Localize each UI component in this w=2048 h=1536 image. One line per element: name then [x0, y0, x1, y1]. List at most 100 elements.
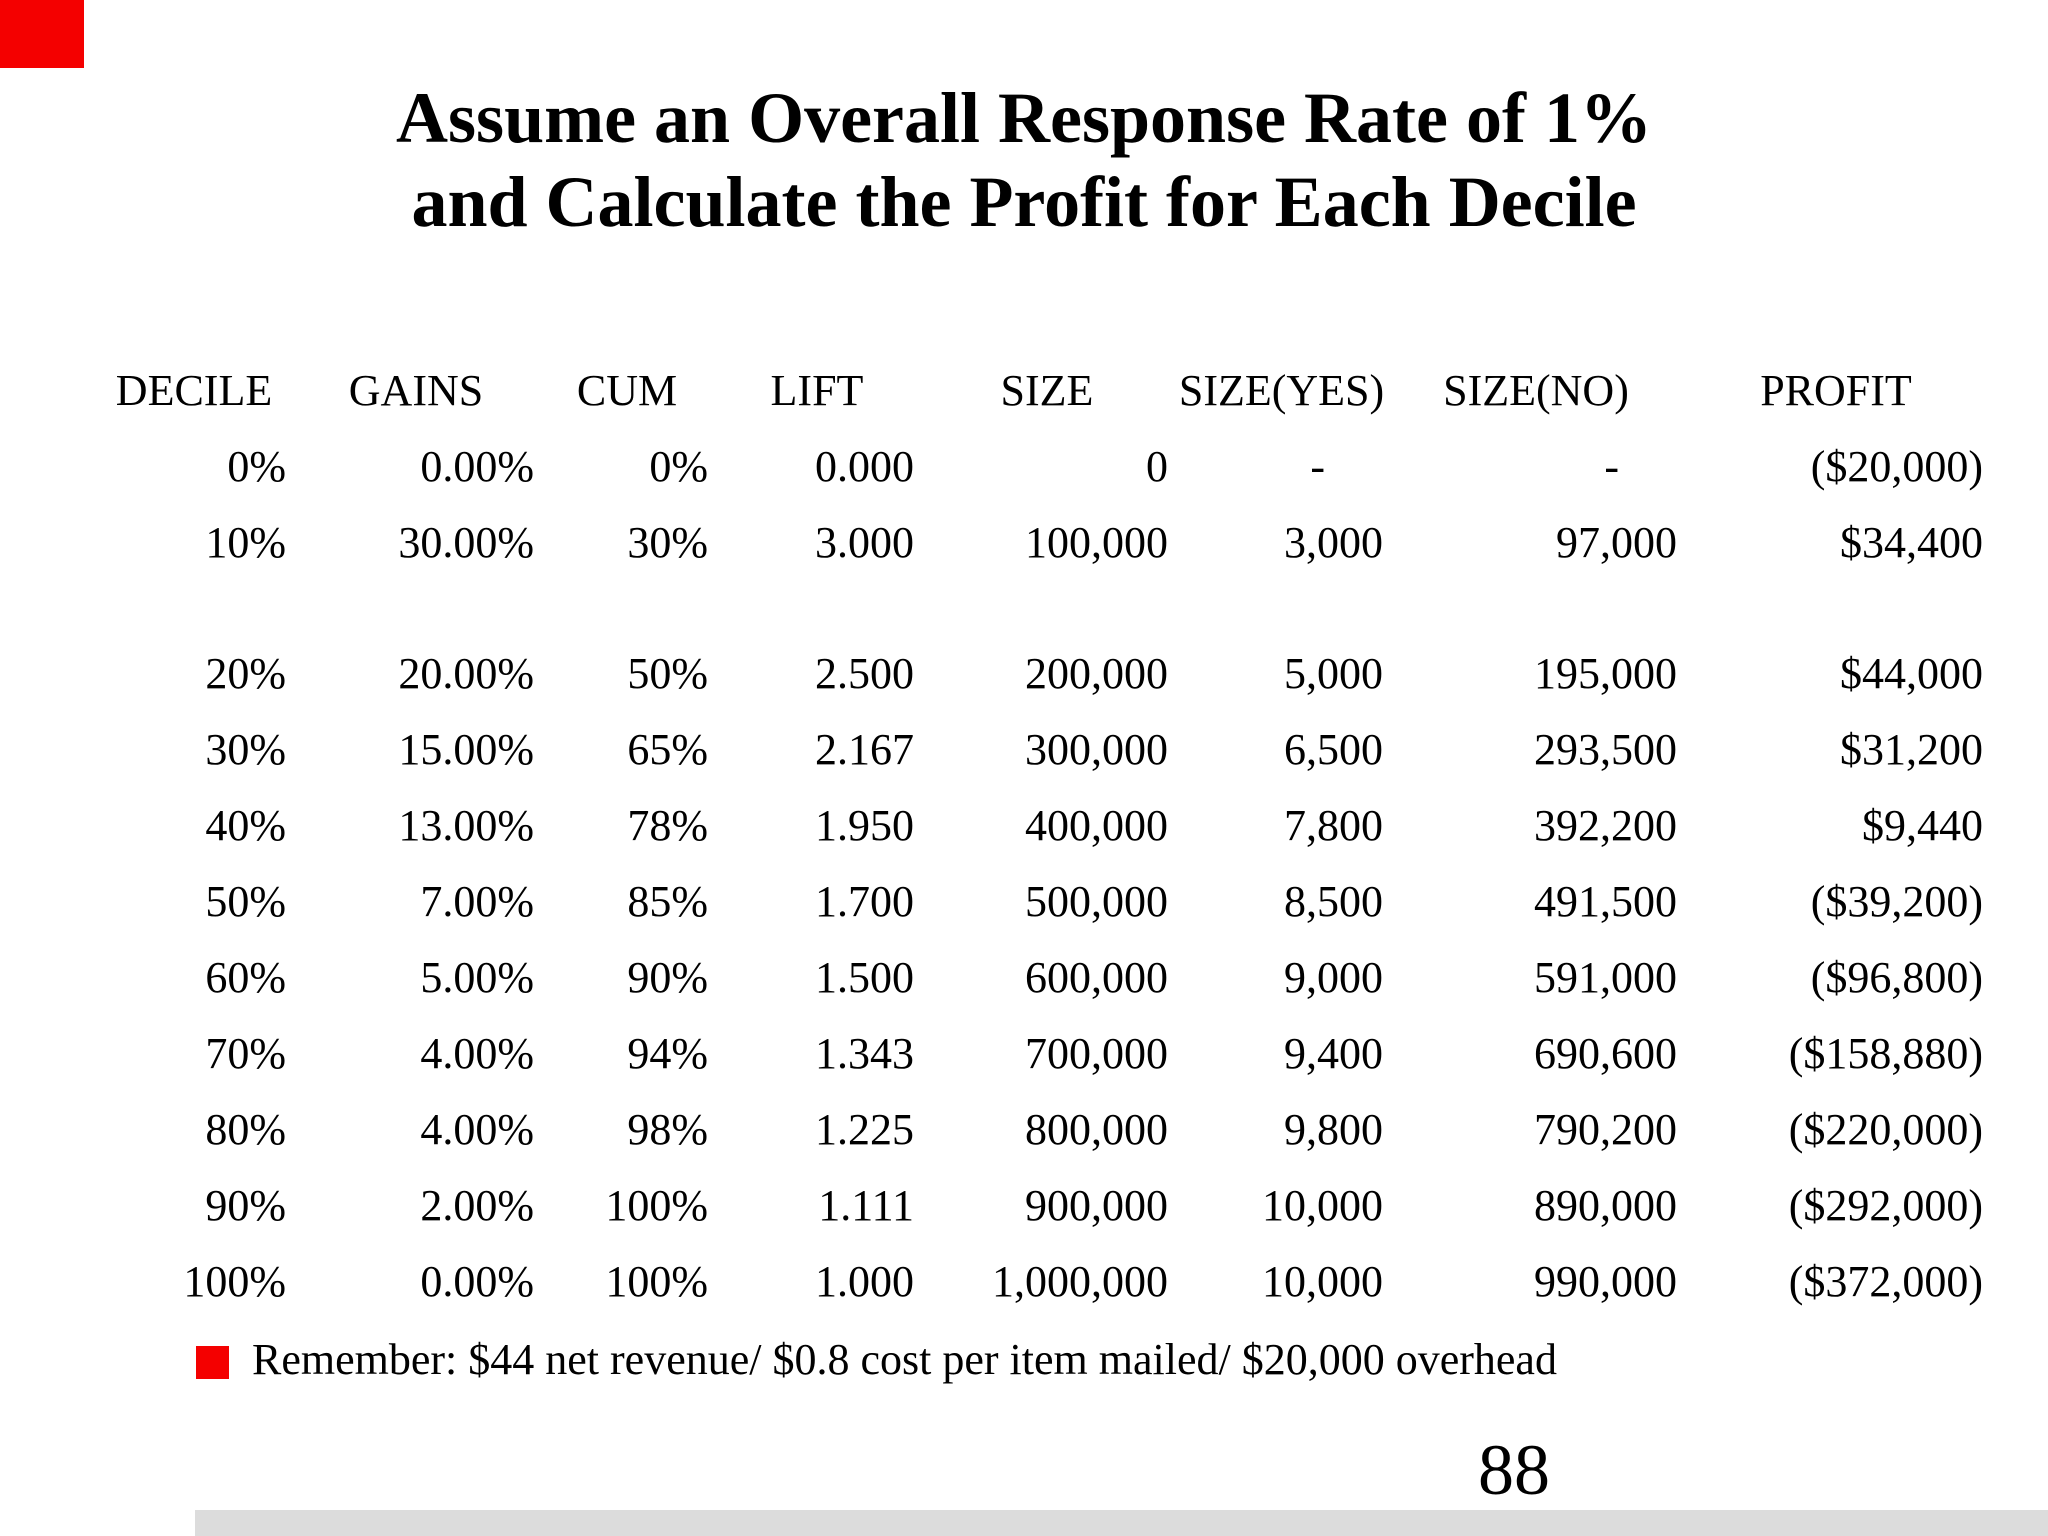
table-cell [920, 580, 1174, 635]
table-cell: 0.00% [420, 1256, 534, 1306]
table-cell [540, 580, 714, 635]
table-cell: 200,000 [1025, 648, 1168, 698]
table-row: 70% 4.00% 94% 1.343 700,000 9,400 690,600 ($158… [96, 1015, 1989, 1091]
footnote-text: Remember: $44 net revenue/ $0.8 cost per… [252, 1335, 1557, 1384]
spacer-row [96, 580, 1989, 635]
table-cell: 10,000 [1262, 1180, 1383, 1230]
table-row: 60% 5.00% 90% 1.500 600,000 9,000 591,000 ($96,… [96, 939, 1989, 1015]
slide-title-line1: Assume an Overall Response Rate of 1% [396, 78, 1652, 158]
table-cell: 90% [627, 952, 708, 1002]
table-cell [292, 580, 540, 635]
table-cell: 500,000 [1025, 876, 1168, 926]
table-cell: 3,000 [1284, 517, 1383, 567]
table-cell: 293,500 [1534, 724, 1677, 774]
table-cell: 600,000 [1025, 952, 1168, 1002]
table-row: 90% 2.00% 100% 1.111 900,000 10,000 890,000 ($2… [96, 1167, 1989, 1243]
table-cell: 0% [227, 441, 286, 491]
table-cell [714, 580, 920, 635]
table-cell: 790,200 [1534, 1104, 1677, 1154]
column-header: GAINS [348, 365, 484, 415]
table-cell: 100% [605, 1256, 708, 1306]
table-header-row: DECILE GAINS CUM LIFT SIZE SIZE(YES) SIZE(NO) P… [96, 352, 1989, 428]
table-cell: ($372,000) [1788, 1256, 1983, 1306]
table-cell: 1.950 [815, 800, 914, 850]
table-cell: 94% [627, 1028, 708, 1078]
table-cell: ($220,000) [1788, 1104, 1983, 1154]
slide-title: Assume an Overall Response Rate of 1% an… [0, 76, 2048, 244]
column-header: SIZE(YES) [1178, 365, 1385, 415]
table-cell: 50% [205, 876, 286, 926]
table-cell: 400,000 [1025, 800, 1168, 850]
table-cell: 700,000 [1025, 1028, 1168, 1078]
bottom-edge-bar [195, 1510, 2048, 1536]
table-cell [1389, 580, 1683, 635]
table-row: 40% 13.00% 78% 1.950 400,000 7,800 392,200 $9,4… [96, 787, 1989, 863]
table-cell: $34,400 [1840, 517, 1983, 567]
table-cell: 80% [205, 1104, 286, 1154]
table-cell: 13.00% [398, 800, 534, 850]
table-cell: 90% [205, 1180, 286, 1230]
table-cell: 1.111 [818, 1180, 914, 1230]
table-cell: 2.167 [815, 724, 914, 774]
table-cell: 5,000 [1284, 648, 1383, 698]
table-cell: 6,500 [1284, 724, 1383, 774]
table-cell: 7.00% [420, 876, 534, 926]
red-corner-mark [0, 0, 84, 68]
table-cell: 990,000 [1534, 1256, 1677, 1306]
table-row: 30% 15.00% 65% 2.167 300,000 6,500 293,500 $31,… [96, 711, 1989, 787]
table-cell: ($292,000) [1788, 1180, 1983, 1230]
table-cell: 3.000 [815, 517, 914, 567]
table-cell: 97,000 [1556, 517, 1677, 567]
column-header: SIZE [1000, 365, 1094, 415]
table-cell: $9,440 [1862, 800, 1983, 850]
table-row: 20% 20.00% 50% 2.500 200,000 5,000 195,000 $44,… [96, 635, 1989, 711]
table-cell: 7,800 [1284, 800, 1383, 850]
table-cell: 10,000 [1262, 1256, 1383, 1306]
table-cell: 78% [627, 800, 708, 850]
table-cell: 1.000 [815, 1256, 914, 1306]
table-cell: 300,000 [1025, 724, 1168, 774]
table-cell: 60% [205, 952, 286, 1002]
table-cell: 2.500 [815, 648, 914, 698]
table-cell: ($39,200) [1810, 876, 1983, 926]
table-cell: 70% [205, 1028, 286, 1078]
column-header: PROFIT [1760, 365, 1912, 415]
table-cell: 4.00% [420, 1104, 534, 1154]
table-cell: $44,000 [1840, 648, 1983, 698]
decile-table: DECILE GAINS CUM LIFT SIZE SIZE(YES) SIZE(NO) P… [96, 352, 1989, 1319]
table-cell: 1.500 [815, 952, 914, 1002]
table-cell: 9,400 [1284, 1028, 1383, 1078]
table-cell: 30% [205, 724, 286, 774]
table-cell: 20.00% [398, 648, 534, 698]
decile-table-container: DECILE GAINS CUM LIFT SIZE SIZE(YES) SIZE(NO) P… [96, 352, 1989, 1319]
table-cell: 0.000 [815, 441, 914, 491]
table-cell: 8,500 [1284, 876, 1383, 926]
table-cell: 5.00% [420, 952, 534, 1002]
table-cell: 591,000 [1534, 952, 1677, 1002]
table-cell: 1.225 [815, 1104, 914, 1154]
table-cell: 2.00% [420, 1180, 534, 1230]
table-cell: 9,000 [1284, 952, 1383, 1002]
table-cell: - [1310, 441, 1325, 491]
table-row: 100% 0.00% 100% 1.000 1,000,000 10,000 990,000… [96, 1243, 1989, 1319]
table-row: 0% 0.00% 0% 0.000 0 - - ($20,000) [96, 428, 1989, 504]
table-cell: 40% [205, 800, 286, 850]
table-cell: 9,800 [1284, 1104, 1383, 1154]
column-header: CUM [576, 365, 678, 415]
table-cell: 100,000 [1025, 517, 1168, 567]
table-cell: 0 [1146, 441, 1168, 491]
table-cell: 690,600 [1534, 1028, 1677, 1078]
table-cell: 100% [605, 1180, 708, 1230]
table-cell: 50% [627, 648, 708, 698]
table-cell: 100% [183, 1256, 286, 1306]
table-cell: 900,000 [1025, 1180, 1168, 1230]
table-cell: 4.00% [420, 1028, 534, 1078]
slide-title-line2: and Calculate the Profit for Each Decile [411, 162, 1637, 242]
table-cell [1683, 580, 1989, 635]
table-cell: ($96,800) [1810, 952, 1983, 1002]
table-cell: 98% [627, 1104, 708, 1154]
table-cell: - [1604, 441, 1619, 491]
column-header: SIZE(NO) [1443, 365, 1629, 415]
table-cell: 1,000,000 [992, 1256, 1168, 1306]
table-cell: 30% [627, 517, 708, 567]
